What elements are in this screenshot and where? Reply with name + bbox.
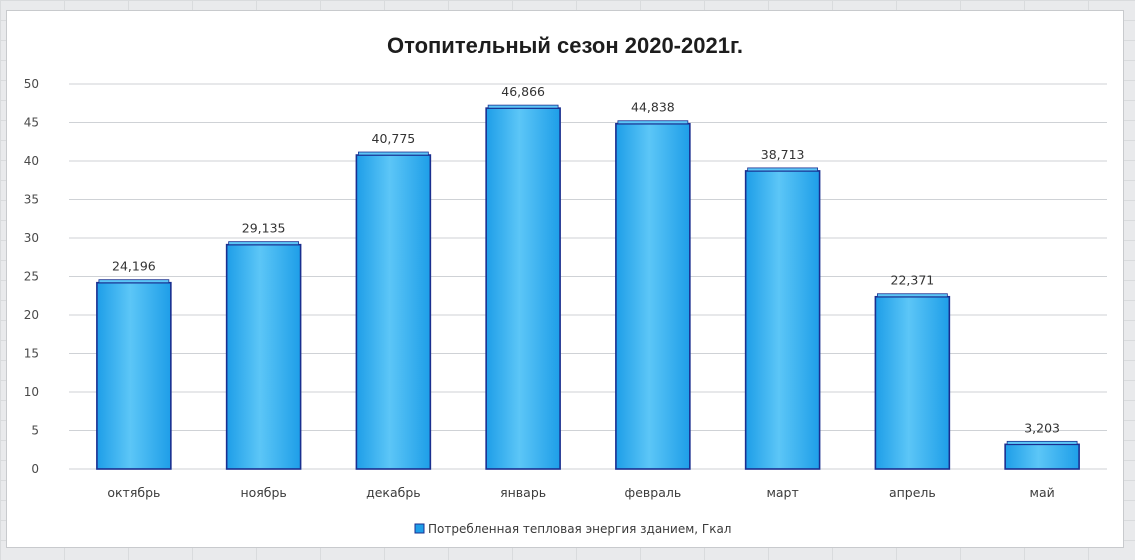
bars xyxy=(96,104,1080,470)
bar-chart: Отопительный сезон 2020-2021г. 0 5 10 15 20 2… xyxy=(24,33,1107,536)
gridlines xyxy=(69,83,1107,470)
legend-swatch xyxy=(414,523,425,534)
bar-top-face xyxy=(876,293,948,298)
x-category-label: февраль xyxy=(625,485,682,500)
data-label: 24,196 xyxy=(112,259,156,274)
bar-top-face xyxy=(357,151,429,156)
legend: Потребленная тепловая энергия зданием, Г… xyxy=(414,522,731,536)
data-label: 38,713 xyxy=(761,147,805,162)
data-label: 22,371 xyxy=(891,273,935,288)
x-category-label: октябрь xyxy=(107,485,160,500)
data-label: 40,775 xyxy=(372,131,416,146)
bar xyxy=(874,295,951,470)
legend-label: Потребленная тепловая энергия зданием, Г… xyxy=(428,522,731,536)
x-category-label: май xyxy=(1030,485,1055,500)
y-tick-label: 20 xyxy=(24,308,39,322)
y-tick-label: 5 xyxy=(31,424,39,438)
data-label: 46,866 xyxy=(501,84,545,99)
x-category-label: январь xyxy=(500,485,546,500)
bar-top-face xyxy=(98,279,170,284)
bar xyxy=(1004,443,1080,470)
y-tick-label: 15 xyxy=(24,347,39,361)
x-category-label: март xyxy=(766,485,798,500)
bar xyxy=(744,170,821,470)
x-category-label: апрель xyxy=(889,485,936,500)
bar-top-face xyxy=(747,167,819,172)
chart-title: Отопительный сезон 2020-2021г. xyxy=(387,33,743,58)
data-label: 3,203 xyxy=(1024,420,1060,435)
y-tick-label: 30 xyxy=(24,231,39,245)
bar xyxy=(225,243,302,470)
bar-top-face xyxy=(487,104,559,109)
bar-top-face xyxy=(617,120,689,125)
y-axis-ticks: 0 5 10 15 20 25 30 35 40 45 50 xyxy=(24,77,39,476)
data-label: 29,135 xyxy=(242,221,286,236)
y-tick-label: 50 xyxy=(24,77,39,91)
data-label: 44,838 xyxy=(631,100,675,115)
bar-top-face xyxy=(228,241,300,246)
x-axis-categories: октябрь ноябрь декабрь январь февраль март апр… xyxy=(107,485,1054,500)
data-labels: 24,196 29,135 40,775 46,866 44,838 38,713 22,3… xyxy=(112,84,1060,435)
bar-top-face xyxy=(1006,440,1078,445)
y-tick-label: 45 xyxy=(24,116,39,130)
bar xyxy=(355,154,432,470)
x-category-label: декабрь xyxy=(366,485,421,500)
y-tick-label: 25 xyxy=(24,270,39,284)
x-category-label: ноябрь xyxy=(240,485,286,500)
bar xyxy=(96,281,172,470)
y-tick-label: 0 xyxy=(31,462,39,476)
bar xyxy=(485,107,561,470)
y-tick-label: 10 xyxy=(24,385,39,399)
y-tick-label: 40 xyxy=(24,154,39,168)
bar xyxy=(615,122,691,470)
chart-area[interactable]: Отопительный сезон 2020-2021г. 0 5 10 15 20 2… xyxy=(6,10,1124,548)
y-tick-label: 35 xyxy=(24,193,39,207)
